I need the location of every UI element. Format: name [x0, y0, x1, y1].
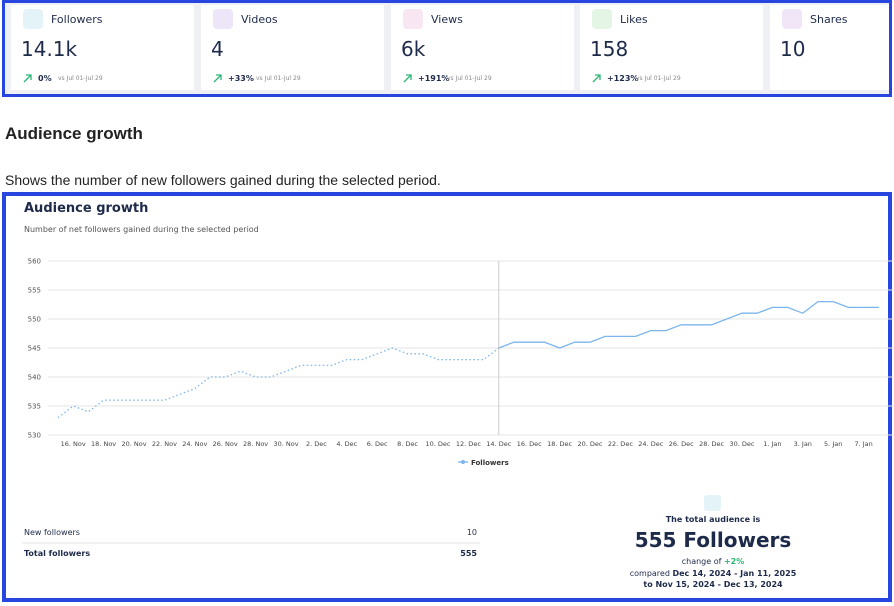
x-tick-label: 30. Nov	[273, 440, 298, 448]
stat-card[interactable]: Videos 4 +33% vs Jul 01-Jul 29	[201, 5, 384, 90]
x-tick-label: 14. Dec	[486, 440, 511, 448]
stat-compare: vs Jul 01-Jul 29	[256, 75, 301, 82]
summary-total: 555 Followers	[635, 528, 792, 552]
stat-value: 4	[211, 37, 224, 61]
icon	[782, 9, 802, 29]
arrow-icon	[213, 74, 222, 83]
section-title: Audience growth	[5, 124, 143, 143]
x-tick-label: 28. Dec	[699, 440, 724, 448]
y-tick-label: 545	[28, 345, 41, 353]
icon	[23, 9, 43, 29]
summary-heading: The total audience is	[666, 515, 761, 524]
x-tick-label: 12. Dec	[456, 440, 481, 448]
stat-card[interactable]: Shares 10	[770, 5, 889, 90]
change-label: change of	[682, 557, 722, 566]
x-tick-label: 10. Dec	[426, 440, 451, 448]
y-tick-label: 555	[28, 287, 41, 295]
row-label: Total followers	[24, 549, 90, 558]
x-tick-label: 28. Nov	[243, 440, 268, 448]
stat-compare: vs Jul 01-Jul 29	[447, 75, 492, 82]
x-tick-label: 4. Dec	[336, 440, 357, 448]
icon	[403, 9, 423, 29]
icon	[213, 9, 233, 29]
stat-label: Followers	[51, 13, 103, 26]
stat-change: +33%	[228, 74, 254, 83]
x-tick-label: 18. Dec	[547, 440, 572, 448]
stat-label: Likes	[620, 13, 648, 26]
x-tick-label: 26. Dec	[669, 440, 694, 448]
x-tick-label: 20. Nov	[121, 440, 146, 448]
summary-compared: compared Dec 14, 2024 - Jan 11, 2025	[630, 569, 797, 578]
stat-compare: vs Jul 01-Jul 29	[636, 75, 681, 82]
x-tick-label: 22. Dec	[608, 440, 633, 448]
x-tick-label: 30. Dec	[730, 440, 755, 448]
stat-label: Shares	[810, 13, 848, 26]
stat-card[interactable]: Followers 14.1k 0% vs Jul 01-Jul 29	[11, 5, 194, 90]
chart-card	[2, 192, 892, 602]
stat-change: +191%	[418, 74, 450, 83]
x-tick-label: 18. Nov	[91, 440, 116, 448]
x-tick-label: 1. Jan	[763, 440, 781, 448]
x-tick-label: 8. Dec	[397, 440, 418, 448]
x-tick-label: 24. Nov	[182, 440, 207, 448]
stat-value: 10	[780, 37, 806, 61]
icon	[704, 495, 721, 511]
y-tick-label: 550	[28, 316, 41, 324]
x-tick-label: 20. Dec	[578, 440, 603, 448]
x-tick-label: 3. Jan	[794, 440, 812, 448]
stat-card[interactable]: Likes 158 +123% vs Jul 01-Jul 29	[580, 5, 763, 90]
x-tick-label: 26. Nov	[213, 440, 238, 448]
stat-change: 0%	[38, 74, 52, 83]
series-line	[498, 300, 879, 349]
stat-card[interactable]: Views 6k +191% vs Jul 01-Jul 29	[391, 5, 574, 90]
x-tick-label: 24. Dec	[638, 440, 663, 448]
stat-value: 158	[590, 37, 629, 61]
summary-to: to Nov 15, 2024 - Dec 13, 2024	[643, 580, 783, 589]
series-line	[57, 347, 500, 419]
chart-title: Audience growth	[24, 201, 148, 216]
compared-label: compared	[630, 569, 670, 578]
y-tick-label: 530	[28, 432, 41, 440]
arrow-icon	[23, 74, 32, 83]
x-tick-label: 22. Nov	[152, 440, 177, 448]
stat-change: +123%	[607, 74, 639, 83]
compared-range: Dec 14, 2024 - Jan 11, 2025	[672, 569, 796, 578]
chart-subtitle: Number of net followers gained during th…	[24, 225, 259, 234]
section-description: Shows the number of new followers gained…	[5, 172, 441, 188]
row-label: New followers	[24, 528, 80, 537]
x-tick-label: 6. Dec	[367, 440, 388, 448]
x-tick-label: 5. Jan	[824, 440, 842, 448]
stat-compare: vs Jul 01-Jul 29	[58, 75, 103, 82]
x-tick-label: 16. Dec	[517, 440, 542, 448]
x-tick-label: 2. Dec	[306, 440, 327, 448]
y-tick-label: 560	[28, 258, 41, 266]
arrow-icon	[592, 74, 601, 83]
icon	[592, 9, 612, 29]
y-tick-label: 535	[28, 403, 41, 411]
stat-label: Videos	[241, 13, 278, 26]
arrow-icon	[403, 74, 412, 83]
summary-change: change of +2%	[682, 557, 745, 566]
row-value: 10	[467, 528, 477, 537]
legend-label: Followers	[471, 459, 509, 467]
x-tick-label: 7. Jan	[854, 440, 872, 448]
x-tick-label: 16. Nov	[61, 440, 86, 448]
stat-value: 14.1k	[21, 37, 78, 61]
stat-value: 6k	[401, 37, 426, 61]
legend-dot	[461, 460, 465, 464]
row-value: 555	[460, 549, 477, 558]
stats-bar: Followers 14.1k 0% vs Jul 01-Jul 29 Vide…	[2, 0, 892, 97]
change-value: +2%	[724, 557, 744, 566]
y-tick-label: 540	[28, 374, 41, 382]
stat-label: Views	[431, 13, 463, 26]
